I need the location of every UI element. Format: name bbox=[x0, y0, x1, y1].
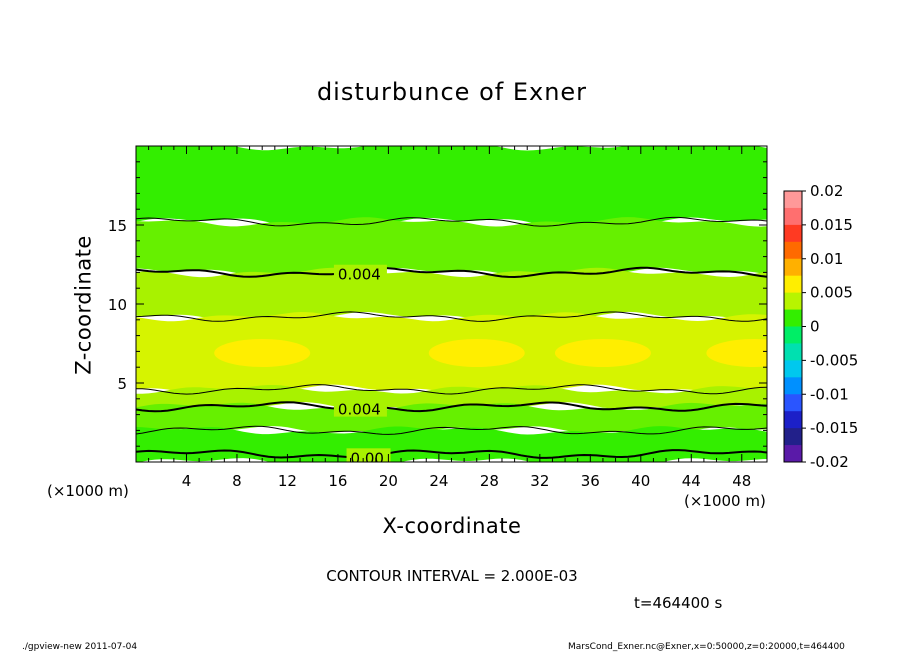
contour-line bbox=[136, 266, 767, 279]
x-tick-label: 48 bbox=[732, 472, 751, 490]
contour-labels: 0.004 0.004 0.00 bbox=[333, 264, 391, 467]
shaded-bands bbox=[136, 146, 767, 462]
x-tick-label: 28 bbox=[480, 472, 499, 490]
contour-lines bbox=[136, 216, 767, 459]
x-tick-label: 12 bbox=[278, 472, 297, 490]
shaded-band bbox=[136, 385, 767, 412]
x-unit-label-left: (×1000 m) bbox=[47, 482, 129, 500]
colorbar-swatch bbox=[784, 224, 802, 243]
contour-label-bg bbox=[346, 448, 391, 462]
x-tick-label: 32 bbox=[530, 472, 549, 490]
y-tick-label: 5 bbox=[117, 375, 127, 393]
chart-title: disturbunce of Exner bbox=[316, 78, 588, 106]
max-region bbox=[214, 338, 311, 367]
colorbar-tick-label: -0.01 bbox=[810, 385, 849, 403]
shaded-band bbox=[136, 402, 767, 435]
contour-line bbox=[136, 449, 767, 459]
colorbar-tick-label: 0.015 bbox=[810, 216, 853, 234]
colorbar-swatch bbox=[784, 241, 802, 260]
shaded-band bbox=[136, 267, 767, 322]
x-unit-label-right: (×1000 m) bbox=[684, 492, 766, 510]
x-tick-label: 8 bbox=[232, 472, 242, 490]
shaded-band bbox=[136, 426, 767, 462]
contour-label-bg bbox=[333, 264, 387, 282]
contour-interval-note: CONTOUR INTERVAL = 2.000E-03 bbox=[326, 567, 578, 585]
y-axis: 5 10 15 bbox=[108, 161, 767, 447]
x-tick-label: 36 bbox=[581, 472, 600, 490]
contour-line bbox=[136, 384, 767, 395]
x-tick-label: 20 bbox=[379, 472, 398, 490]
colorbar-swatch bbox=[784, 360, 802, 378]
contour-label: 0.004 bbox=[338, 401, 381, 419]
plot-area: 0.004 0.004 0.00 bbox=[136, 146, 767, 467]
max-region bbox=[428, 338, 525, 367]
colorbar-tick-label: -0.015 bbox=[810, 419, 858, 437]
contour-label: 0.004 bbox=[338, 266, 381, 284]
colorbar-swatch bbox=[784, 292, 802, 311]
colorbar-swatch bbox=[784, 343, 802, 361]
x-tick-label: 16 bbox=[328, 472, 347, 490]
y-tick-label: 10 bbox=[108, 296, 127, 314]
contour-label: 0.00 bbox=[351, 449, 384, 467]
colorbar-swatch bbox=[784, 309, 802, 327]
x-axis-label: X-coordinate bbox=[382, 514, 522, 538]
colorbar-tick-label: -0.005 bbox=[810, 351, 858, 369]
contour-line bbox=[136, 216, 767, 227]
x-tick-label: 44 bbox=[682, 472, 701, 490]
contour-line bbox=[136, 401, 767, 413]
colorbar-swatch bbox=[784, 411, 802, 429]
contour-label-bg bbox=[333, 399, 387, 417]
time-label: t=464400 s bbox=[634, 594, 723, 612]
footer-source: MarsCond_Exner.nc@Exner,x=0:50000,z=0:20… bbox=[568, 642, 845, 652]
colorbar-swatch bbox=[784, 326, 802, 344]
colorbar-tick-label: 0.005 bbox=[810, 284, 853, 302]
colorbar-swatch bbox=[784, 191, 802, 209]
contour-line bbox=[136, 311, 767, 322]
colorbar-swatch bbox=[784, 275, 802, 294]
shaded-band bbox=[136, 146, 767, 226]
colorbar-swatch bbox=[784, 428, 802, 446]
x-tick-label: 4 bbox=[182, 472, 192, 490]
y-axis-label: Z-coordinate bbox=[71, 235, 96, 375]
colorbar-swatch bbox=[784, 258, 802, 277]
colorbar-tick-label: 0 bbox=[810, 318, 820, 336]
shaded-band bbox=[136, 217, 767, 277]
colorbar-swatch bbox=[784, 394, 802, 412]
colorbar-swatch bbox=[784, 207, 802, 226]
colorbar-tick-label: 0.01 bbox=[810, 250, 843, 268]
y-tick-label: 15 bbox=[108, 217, 127, 235]
colorbar: 0.02 0.015 0.01 0.005 0 -0.005 -0.01 -0.015 -0.0… bbox=[783, 182, 858, 471]
x-tick-label: 24 bbox=[429, 472, 448, 490]
colorbar-swatch bbox=[784, 377, 802, 395]
colorbar-tick-label: 0.02 bbox=[810, 182, 843, 200]
max-region bbox=[554, 338, 651, 367]
contour-line bbox=[136, 425, 767, 435]
max-region bbox=[706, 338, 767, 367]
yellow-maxima bbox=[214, 338, 767, 367]
footer-program-date: ./gpview-new 2011-07-04 bbox=[22, 642, 138, 652]
colorbar-swatch bbox=[784, 445, 802, 463]
x-tick-label: 40 bbox=[631, 472, 650, 490]
x-axis: 4 8 12 16 20 24 28 32 36 40 44 48 bbox=[148, 146, 755, 490]
colorbar-tick-label: -0.02 bbox=[810, 453, 849, 471]
